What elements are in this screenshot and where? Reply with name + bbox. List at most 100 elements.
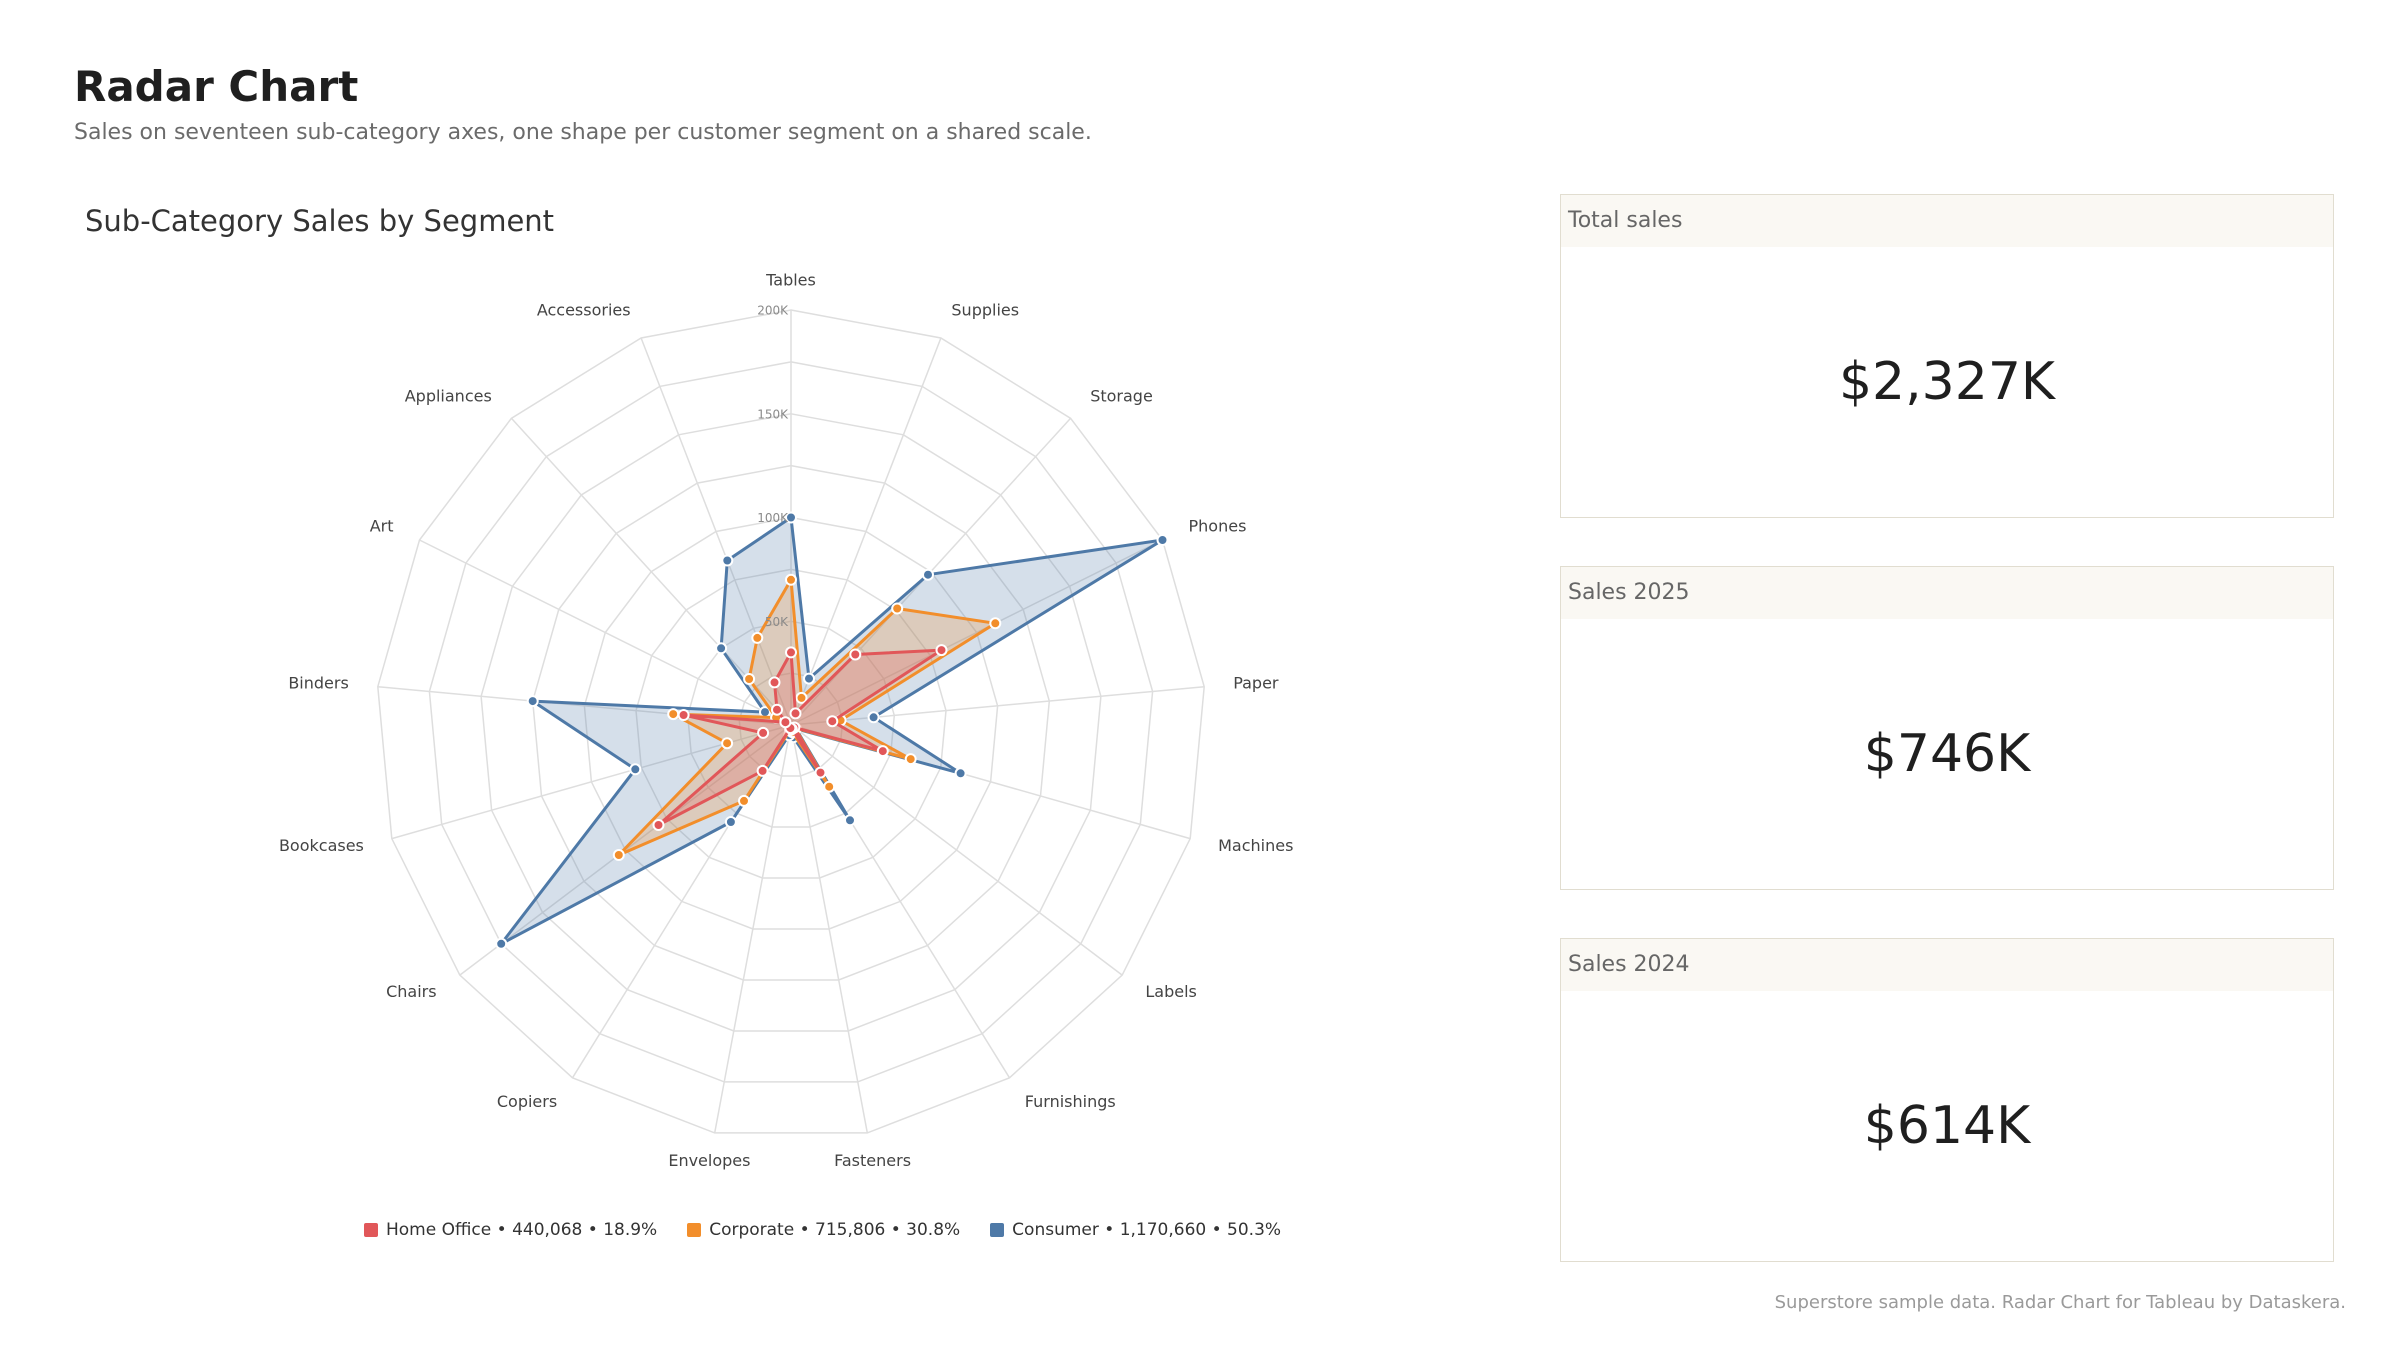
data-point[interactable]	[826, 715, 839, 728]
data-point[interactable]	[814, 766, 827, 779]
data-point[interactable]	[768, 676, 781, 689]
axis-label-appliances: Appliances	[405, 386, 492, 405]
kpi-label: Total sales	[1561, 195, 2333, 247]
data-point[interactable]	[738, 794, 750, 807]
data-point[interactable]	[771, 703, 783, 716]
data-point[interactable]	[721, 737, 734, 750]
data-point[interactable]	[803, 672, 815, 685]
data-point[interactable]	[667, 708, 680, 721]
axis-label-envelopes: Envelopes	[668, 1151, 750, 1170]
footnote: Superstore sample data. Radar Chart for …	[1774, 1292, 2346, 1313]
data-point[interactable]	[904, 753, 917, 766]
data-point[interactable]	[612, 849, 625, 861]
legend-label: Consumer • 1,170,660 • 50.3%	[1012, 1220, 1282, 1240]
legend-swatch	[687, 1223, 702, 1237]
data-point[interactable]	[785, 646, 797, 659]
data-point[interactable]	[935, 644, 948, 657]
grid-spoke	[790, 685, 1205, 726]
kpi-value: $746K	[1863, 724, 2031, 784]
data-point[interactable]	[867, 711, 880, 724]
grid-ring	[738, 672, 844, 777]
axis-label-bookcases: Bookcases	[279, 836, 364, 855]
grid-ring	[583, 516, 999, 930]
data-point[interactable]	[724, 816, 737, 828]
data-point[interactable]	[789, 707, 802, 720]
grid-spoke	[790, 337, 942, 726]
axis-label-machines: Machines	[1218, 836, 1293, 855]
grid-spoke	[510, 417, 792, 726]
legend-label: Corporate • 715,806 • 30.8%	[709, 1220, 961, 1240]
axis-label-supplies: Supplies	[951, 300, 1019, 319]
data-point[interactable]	[849, 648, 862, 661]
data-point[interactable]	[629, 763, 642, 776]
data-point[interactable]	[526, 695, 539, 708]
data-point[interactable]	[785, 511, 797, 524]
data-point[interactable]	[785, 573, 797, 586]
legend-item-corporate[interactable]: Corporate • 715,806 • 30.8%	[687, 1220, 960, 1240]
legend-swatch	[990, 1223, 1005, 1237]
grid-ring	[377, 309, 1205, 1134]
kpi-label: Sales 2024	[1561, 939, 2333, 991]
axis-label-storage: Storage	[1090, 386, 1153, 405]
data-point[interactable]	[715, 642, 728, 655]
grid-spoke	[790, 539, 1163, 726]
axis-label-tables: Tables	[765, 270, 816, 289]
data-point[interactable]	[844, 814, 856, 827]
kpi-label: Sales 2025	[1561, 567, 2333, 619]
kpi-value: $614K	[1863, 1096, 2031, 1156]
tick-label: 100K	[757, 511, 789, 525]
grid-spoke	[790, 724, 869, 1134]
grid-ring	[480, 413, 1102, 1032]
axis-label-fasteners: Fasteners	[834, 1151, 911, 1170]
grid-ring	[686, 620, 896, 828]
chart-legend: Home Office • 440,068 • 18.9% Corporate •…	[364, 1220, 1281, 1240]
grid-spoke	[419, 539, 792, 726]
grid-spoke	[640, 337, 792, 726]
data-point[interactable]	[652, 819, 665, 831]
axis-label-art: Art	[370, 517, 394, 536]
kpi-card-sales-2024: Sales 2024 $614K	[1560, 938, 2334, 1262]
grid-ring	[635, 568, 947, 879]
axis-label-copiers: Copiers	[497, 1092, 557, 1111]
grid-ring	[428, 361, 1154, 1083]
grid-spoke	[713, 724, 792, 1134]
kpi-card-total-sales: Total sales $2,327K	[1560, 194, 2334, 518]
axis-label-accessories: Accessories	[537, 300, 631, 319]
axis-label-paper: Paper	[1233, 674, 1279, 693]
data-point[interactable]	[743, 673, 756, 685]
legend-label: Home Office • 440,068 • 18.9%	[386, 1220, 658, 1240]
data-point[interactable]	[954, 767, 967, 780]
radar-labels: 50K 100K 150K 200K Tables Supplies Storage Phon…	[279, 270, 1293, 1170]
tick-label: 200K	[757, 304, 789, 318]
chart-title: Sub-Category Sales by Segment	[85, 204, 555, 238]
kpi-value: $2,327K	[1838, 352, 2056, 412]
grid-spoke	[790, 724, 1123, 976]
data-point[interactable]	[495, 937, 508, 950]
legend-swatch	[364, 1223, 378, 1237]
data-point[interactable]	[751, 631, 764, 644]
data-point[interactable]	[721, 554, 734, 567]
data-point[interactable]	[756, 764, 769, 777]
data-point[interactable]	[1156, 534, 1169, 546]
data-point[interactable]	[876, 745, 889, 758]
grid-ring	[531, 464, 1051, 981]
data-point[interactable]	[677, 709, 690, 721]
data-point[interactable]	[891, 602, 904, 615]
legend-item-home-office[interactable]: Home Office • 440,068 • 18.9%	[364, 1220, 657, 1240]
legend-item-consumer[interactable]: Consumer • 1,170,660 • 50.3%	[990, 1220, 1281, 1240]
radar-grid	[377, 309, 1205, 1134]
data-point[interactable]	[989, 617, 1002, 630]
axis-label-furnishings: Furnishings	[1025, 1092, 1116, 1111]
data-point[interactable]	[795, 691, 808, 704]
data-point[interactable]	[922, 568, 934, 581]
axis-label-binders: Binders	[288, 674, 348, 693]
axis-label-chairs: Chairs	[386, 982, 436, 1001]
page-subtitle: Sales on seventeen sub-category axes, on…	[74, 120, 1092, 145]
radar-chart: 50K 100K 150K 200K Tables Supplies Storage Phon…	[279, 270, 1293, 1170]
data-point[interactable]	[757, 726, 770, 739]
data-point[interactable]	[779, 716, 792, 729]
data-point[interactable]	[823, 780, 836, 793]
tick-label: 50K	[765, 615, 789, 629]
axis-label-phones: Phones	[1189, 517, 1247, 536]
radar-series	[495, 511, 1169, 950]
